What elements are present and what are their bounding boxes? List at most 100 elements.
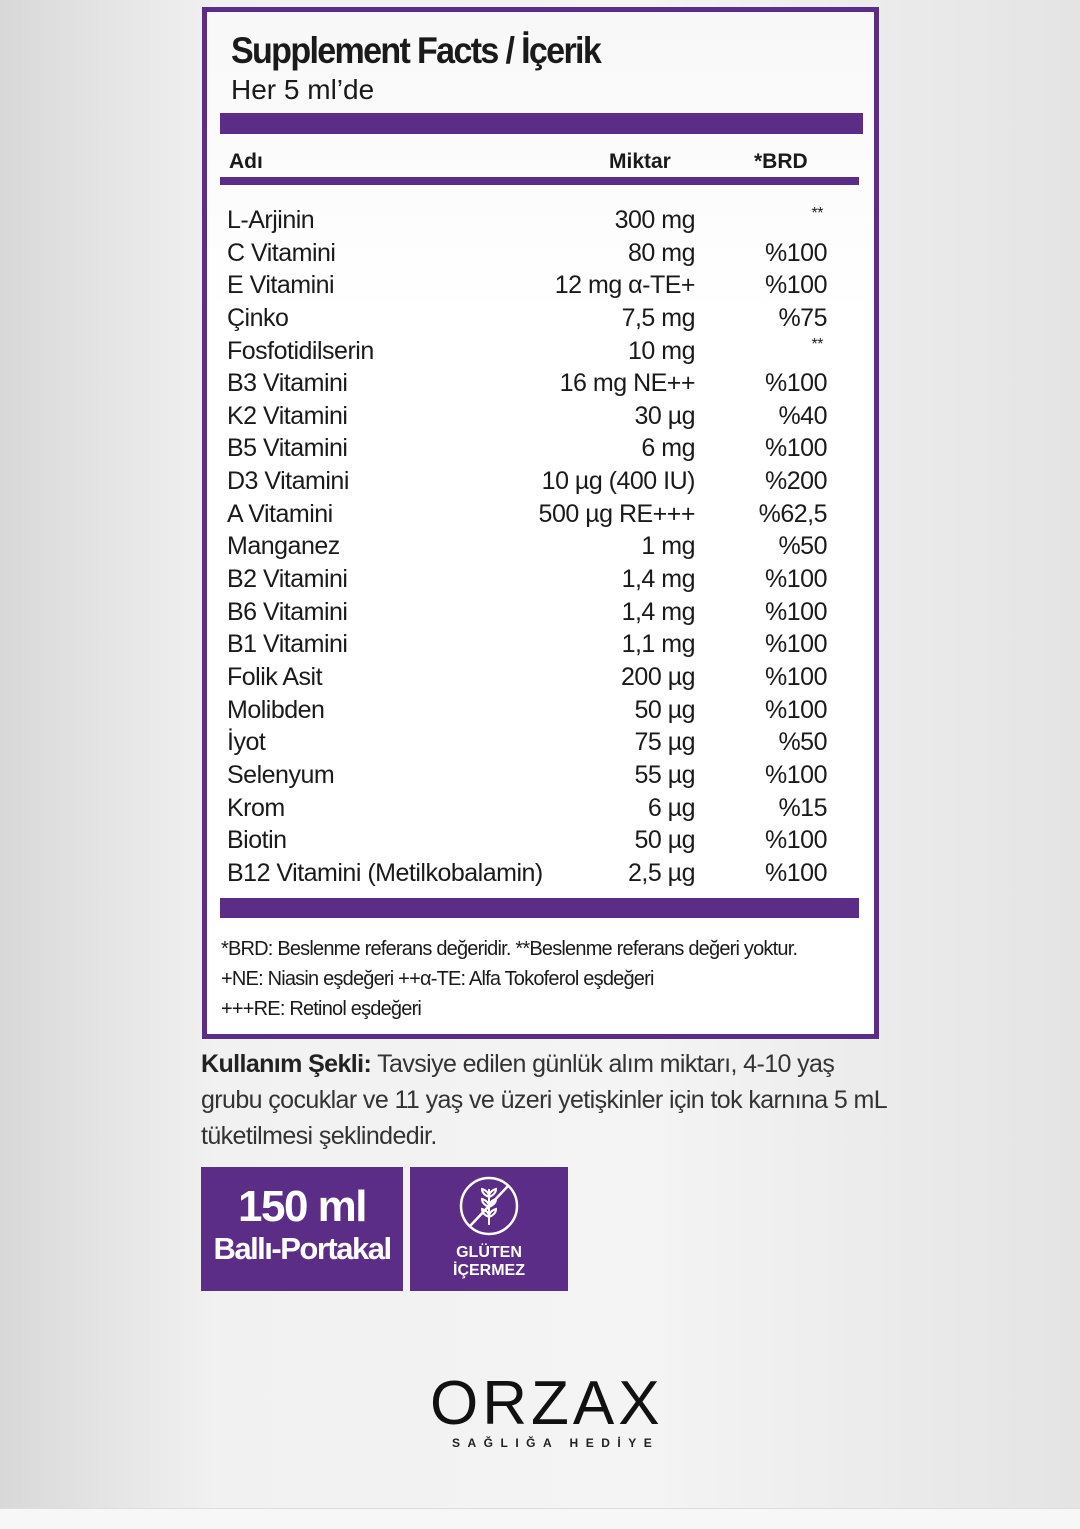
gluten-line1: GLÜTEN — [456, 1244, 522, 1261]
nutrient-amount: 75 µg — [634, 728, 695, 757]
nutrient-amount: 10 mg — [628, 336, 695, 365]
nutrient-brd: %50 — [778, 532, 827, 561]
nutrient-brd: %100 — [765, 662, 827, 691]
table-row: Biotin 50 µg %100 — [227, 824, 827, 857]
table-row: B1 Vitamini 1,1 mg %100 — [227, 628, 827, 661]
nutrient-amount: 50 µg — [634, 826, 695, 855]
footnote: *BRD: Beslenme referans değeridir. **Bes… — [221, 938, 798, 960]
nutrient-name: A Vitamini — [227, 499, 333, 528]
nutrient-brd: %15 — [778, 793, 827, 822]
bottom-strip — [0, 1508, 1080, 1529]
table-row: Manganez 1 mg %50 — [227, 530, 827, 563]
footnotes: *BRD: Beslenme referans değeridir. **Bes… — [221, 934, 798, 1024]
nutrient-name: Biotin — [227, 826, 287, 855]
table-row: İyot 75 µg %50 — [227, 726, 827, 759]
usage-text: Tavsiye edilen günlük alım miktarı, 4-10… — [201, 1050, 887, 1150]
table-row: B12 Vitamini (Metilkobalamin) 2,5 µg %100 — [227, 857, 827, 890]
table-row: K2 Vitamini 30 µg %40 — [227, 400, 827, 433]
nutrient-name: B6 Vitamini — [227, 597, 348, 626]
nutrient-name: Molibden — [227, 695, 325, 724]
nutrient-name: E Vitamini — [227, 271, 335, 300]
nutrient-name: Selenyum — [227, 760, 335, 789]
nutrient-amount: 1 mg — [641, 532, 695, 561]
nutrient-brd: %100 — [765, 565, 827, 594]
table-row: Fosfotidilserin 10 mg ** — [227, 335, 827, 368]
flavor: Ballı-Portakal — [213, 1231, 392, 1266]
nutrient-name: Çinko — [227, 303, 289, 332]
nutrient-amount: 16 mg NE++ — [559, 369, 696, 398]
nutrient-brd: ** — [811, 335, 824, 353]
nutrient-name: Folik Asit — [227, 662, 323, 691]
usage-label: Kullanım Şekli: — [201, 1050, 372, 1078]
footnote: +NE: Niasin eşdeğeri ++α-TE: Alfa Tokofe… — [221, 968, 654, 990]
header-brd: *BRD — [754, 150, 808, 173]
nutrient-name: Manganez — [227, 532, 340, 561]
nutrient-amount: 30 µg — [634, 401, 695, 430]
nutrient-amount: 55 µg — [634, 760, 695, 789]
nutrient-name: B2 Vitamini — [227, 565, 348, 594]
nutrient-amount: 1,4 mg — [621, 597, 696, 626]
panel-title: Supplement Facts / İçerik — [231, 30, 602, 71]
nutrient-name: İyot — [227, 728, 266, 757]
table-row: L-Arjinin 300 mg ** — [227, 204, 827, 237]
divider-thick — [220, 113, 863, 134]
table-row: E Vitamini 12 mg α-TE+ %100 — [227, 269, 827, 302]
nutrient-brd: %40 — [778, 401, 827, 430]
nutrient-brd: %200 — [765, 467, 827, 496]
nutrient-name: B3 Vitamini — [227, 369, 348, 398]
nutrient-amount: 1,4 mg — [621, 565, 696, 594]
nutrient-name: B12 Vitamini (Metilkobalamin) — [227, 858, 543, 887]
header-name: Adı — [229, 150, 263, 173]
nutrient-brd: %100 — [765, 434, 827, 463]
volume: 150 ml — [238, 1182, 367, 1231]
serving-size: Her 5 ml’de — [231, 74, 375, 105]
nutrient-brd: %100 — [765, 858, 827, 887]
table-row: A Vitamini 500 µg RE+++ %62,5 — [227, 498, 828, 531]
table-row: D3 Vitamini 10 µg (400 IU) %200 — [227, 465, 827, 498]
nutrient-brd: %100 — [765, 238, 827, 267]
footnote: +++RE: Retinol eşdeğeri — [221, 998, 422, 1020]
nutrient-amount: 12 mg α-TE+ — [554, 271, 696, 300]
nutrient-brd: ** — [811, 205, 824, 222]
gluten-line2: İÇERMEZ — [453, 1262, 525, 1279]
nutrient-amount: 10 µg (400 IU) — [541, 467, 696, 496]
table-row: Krom 6 µg %15 — [227, 792, 827, 825]
nutrient-brd: %100 — [765, 826, 827, 855]
table-row: B6 Vitamini 1,4 mg %100 — [227, 596, 827, 629]
table-row: Selenyum 55 µg %100 — [227, 759, 827, 792]
nutrient-amount: 50 µg — [634, 695, 695, 724]
nutrient-brd: %100 — [765, 695, 827, 724]
volume-badge: 150 ml Ballı-Portakal — [201, 1167, 403, 1291]
table-row: B2 Vitamini 1,4 mg %100 — [227, 563, 827, 596]
header-amount: Miktar — [609, 150, 671, 173]
no-gluten-icon — [459, 1176, 519, 1236]
nutrient-amount: 80 mg — [628, 238, 695, 267]
nutrient-name: K2 Vitamini — [227, 401, 348, 430]
table-row: Folik Asit 200 µg %100 — [227, 661, 827, 694]
usage-instructions: Kullanım Şekli: Tavsiye edilen günlük al… — [201, 1046, 891, 1154]
table-row: B5 Vitamini 6 mg %100 — [227, 432, 827, 465]
gluten-free-badge: GLÜTEN İÇERMEZ — [410, 1167, 568, 1291]
nutrient-name: B1 Vitamini — [227, 630, 348, 659]
brand-logo: ORZAX — [430, 1369, 664, 1438]
nutrient-brd: %100 — [765, 630, 827, 659]
nutrient-amount: 7,5 mg — [621, 303, 696, 332]
table-row: Molibden 50 µg %100 — [227, 694, 827, 727]
nutrient-brd: %75 — [778, 303, 827, 332]
nutrient-brd: %100 — [765, 271, 827, 300]
nutrient-brd: %62,5 — [758, 499, 828, 528]
nutrient-amount: 1,1 mg — [621, 630, 696, 659]
supplement-facts-panel: Supplement Facts / İçerik Her 5 ml’de Ad… — [202, 7, 879, 1039]
nutrient-brd: %100 — [765, 369, 827, 398]
nutrient-name: D3 Vitamini — [227, 467, 349, 496]
nutrient-brd: %100 — [765, 760, 827, 789]
nutrient-amount: 200 µg — [621, 662, 695, 691]
table-row: B3 Vitamini 16 mg NE++ %100 — [227, 367, 827, 400]
nutrient-name: C Vitamini — [227, 238, 336, 267]
table-row: C Vitamini 80 mg %100 — [227, 237, 827, 270]
nutrient-brd: %100 — [765, 597, 827, 626]
nutrient-name: Fosfotidilserin — [227, 336, 374, 365]
nutrient-amount: 6 mg — [641, 434, 695, 463]
nutrient-amount: 500 µg RE+++ — [538, 499, 696, 528]
nutrient-table: L-Arjinin 300 mg ** C Vitamini 80 mg %100 E Vi… — [227, 204, 828, 890]
